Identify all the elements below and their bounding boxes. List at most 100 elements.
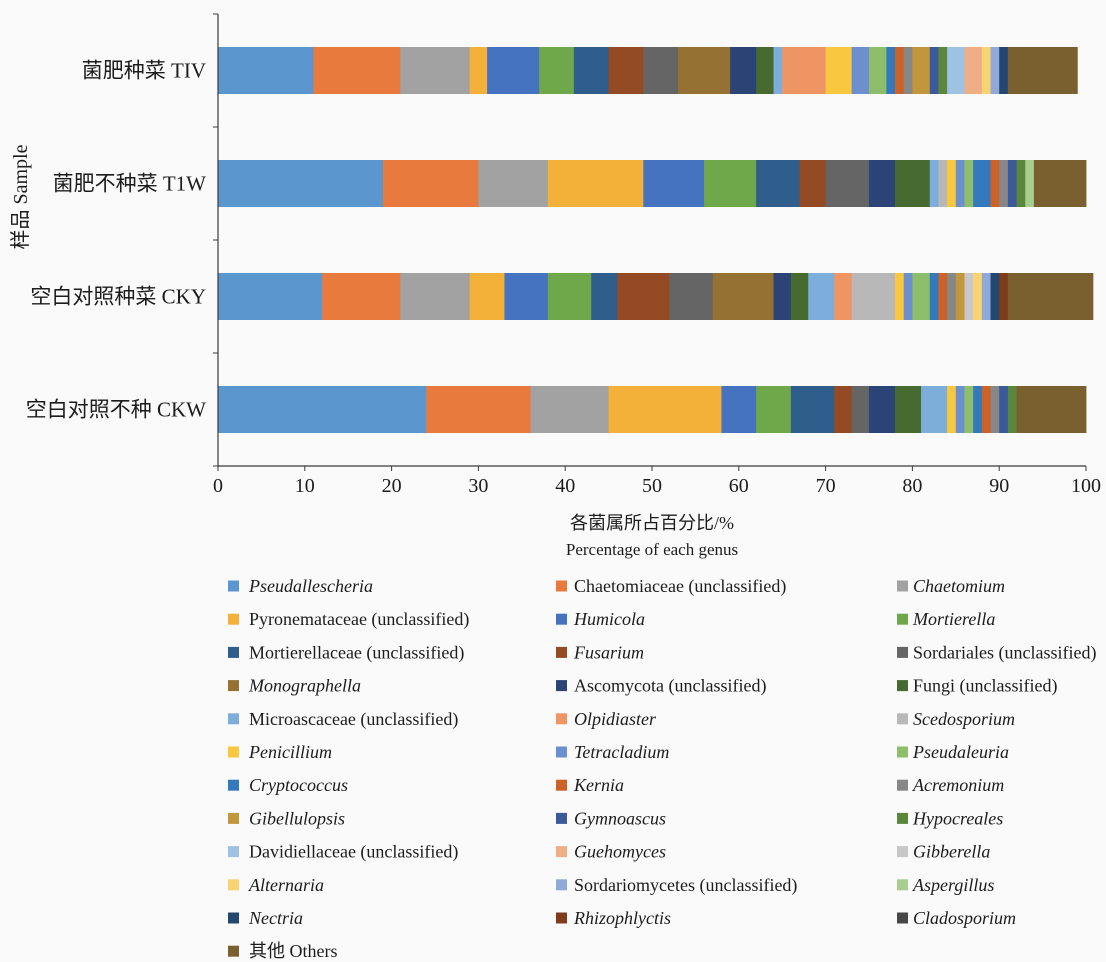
bar-scedosporium-sample-2 (938, 160, 948, 207)
legend-item-alternaria: Alternaria (228, 875, 324, 895)
legend-swatch (228, 580, 239, 592)
legend-swatch (228, 713, 239, 725)
legend-label: Fusarium (573, 642, 644, 662)
bar-chaetomium-sample-2 (478, 160, 549, 207)
bar-humicola-sample-1 (487, 47, 540, 94)
legend-label: Penicillium (248, 742, 332, 762)
bar-gibellulopsis-sample-3 (955, 273, 965, 320)
legend-label: Sordariomycetes (unclassified) (574, 875, 797, 896)
y-category-label: 菌肥不种菜 T1W (53, 172, 207, 196)
y-axis-category-labels: 菌肥种菜 TIV 菌肥不种菜 T1W 空白对照种菜 CKY 空白对照不种 CKW (26, 59, 206, 422)
x-tick-label: 40 (555, 475, 575, 497)
x-tick-label: 80 (902, 475, 922, 497)
legend-label: Gibellulopsis (249, 808, 345, 828)
y-category-label: 菌肥种菜 TIV (82, 59, 206, 83)
legend-item-monographella: Monographella (228, 676, 361, 696)
legend-swatch (897, 812, 908, 824)
bar-chaetomiaceae-unclassified-sample-4 (426, 386, 531, 433)
bar-acremonium-sample-2 (999, 160, 1009, 207)
bar-pseudaleuria-sample-2 (964, 160, 974, 207)
legend-label: Nectria (248, 908, 303, 928)
bar-acremonium-sample-3 (947, 273, 957, 320)
legend-label: Pyronemataceae (unclassified) (249, 609, 469, 630)
bar-microascaceae-unclassified-sample-3 (808, 273, 835, 320)
legend-swatch (556, 812, 567, 824)
bar-mortierellaceae-unclassified-sample-3 (591, 273, 618, 320)
legend-label: Microascaceae (unclassified) (249, 709, 458, 730)
bar-gymnoascus-sample-2 (1007, 160, 1017, 207)
bar-cryptococcus-sample-1 (886, 47, 896, 94)
bar-olpidiaster-sample-1 (782, 47, 826, 94)
bar-humicola-sample-3 (504, 273, 549, 320)
legend-item-gymnoascus: Gymnoascus (556, 808, 666, 828)
bar-rhizophlyctis-sample-3 (999, 273, 1009, 320)
bar-chaetomium-sample-4 (530, 386, 609, 433)
legend-swatch (228, 912, 239, 924)
legend-label: Pseudallescheria (248, 576, 373, 596)
bar-pseudallescheria-sample-4 (218, 386, 427, 433)
bar-tetracladium-sample-1 (851, 47, 870, 94)
y-axis-title: 样品 Sample (9, 144, 32, 249)
legend-item-nectria: Nectria (228, 908, 303, 928)
bar-alternaria-sample-1 (981, 47, 991, 94)
bar-fungi-unclassified-sample-4 (895, 386, 922, 433)
legend-item-humicola: Humicola (556, 609, 645, 629)
legend-item-fusarium: Fusarium (556, 642, 644, 662)
bar-penicillium-sample-2 (947, 160, 957, 207)
legend-swatch (897, 580, 908, 592)
legend-swatch (228, 646, 239, 658)
bar-gymnoascus-sample-4 (999, 386, 1009, 433)
bar-gibberella-sample-3 (964, 273, 974, 320)
bar-chaetomium-sample-3 (400, 273, 471, 320)
legend-label: Olpidiaster (574, 709, 657, 729)
bar-tetracladium-sample-4 (955, 386, 965, 433)
legend-label: Mortierellaceae (unclassified) (249, 642, 464, 663)
legend-swatch (556, 912, 567, 924)
legend-item-olpidiaster: Olpidiaster (556, 709, 657, 729)
bar-penicillium-sample-3 (895, 273, 905, 320)
bar-aspergillus-sample-2 (1025, 160, 1035, 207)
legend-label: Acremonium (912, 775, 1004, 795)
bar-penicillium-sample-1 (825, 47, 853, 94)
legend-label: Scedosporium (913, 709, 1015, 729)
legend-item-cryptococcus: Cryptococcus (228, 775, 348, 795)
bar-monographella-sample-1 (678, 47, 731, 94)
y-axis-ticks (213, 13, 218, 467)
bar-guehomyces-sample-1 (964, 47, 983, 94)
legend-item-sordariales-unclassified: Sordariales (unclassified) (897, 642, 1096, 663)
bar-olpidiaster-sample-3 (834, 273, 853, 320)
legend-swatch (897, 613, 908, 625)
bar-nectria-sample-3 (990, 273, 1000, 320)
bar-humicola-sample-4 (721, 386, 757, 433)
legend-swatch (897, 680, 908, 692)
x-tick-label: 90 (989, 475, 1009, 497)
bar-fusarium-sample-3 (617, 273, 670, 320)
legend-item-sordariomycetes-unclassified: Sordariomycetes (unclassified) (556, 875, 797, 896)
bar-pseudaleuria-sample-3 (912, 273, 931, 320)
bar-pyronemataceae-unclassified-sample-2 (547, 160, 644, 207)
legend-label: Rhizophlyctis (573, 908, 671, 928)
legend-swatch (897, 746, 908, 758)
legend: Pseudallescheria Chaetomiaceae (unclassif… (228, 576, 1096, 961)
legend-label: Cladosporium (913, 908, 1016, 928)
legend-item-scedosporium: Scedosporium (897, 709, 1015, 729)
legend-label: Aspergillus (912, 875, 994, 895)
legend-swatch (228, 879, 239, 891)
legend-swatch (228, 812, 239, 824)
bar-sordariomycetes-unclassified-sample-3 (981, 273, 991, 320)
bar-mortierella-sample-4 (756, 386, 792, 433)
legend-swatch (897, 846, 908, 858)
legend-item-guehomyces: Guehomyces (556, 842, 666, 862)
y-category-label: 空白对照种菜 CKY (30, 285, 206, 309)
x-axis-ticks: 0 10 20 30 40 50 60 70 80 90 100 (213, 466, 1101, 497)
legend-label: Chaetomium (913, 576, 1005, 596)
bar-ascomycota-unclassified-sample-2 (869, 160, 896, 207)
legend-swatch (556, 613, 567, 625)
legend-item-microascaceae-unclassified: Microascaceae (unclassified) (228, 709, 458, 730)
bar-pseudaleuria-sample-4 (964, 386, 974, 433)
bar-kernia-sample-3 (938, 273, 948, 320)
legend-item-tetracladium: Tetracladium (556, 742, 669, 762)
legend-label: 其他 Others (249, 941, 338, 961)
bar-fungi-unclassified-sample-1 (756, 47, 774, 94)
bar-microascaceae-unclassified-sample-2 (929, 160, 939, 207)
